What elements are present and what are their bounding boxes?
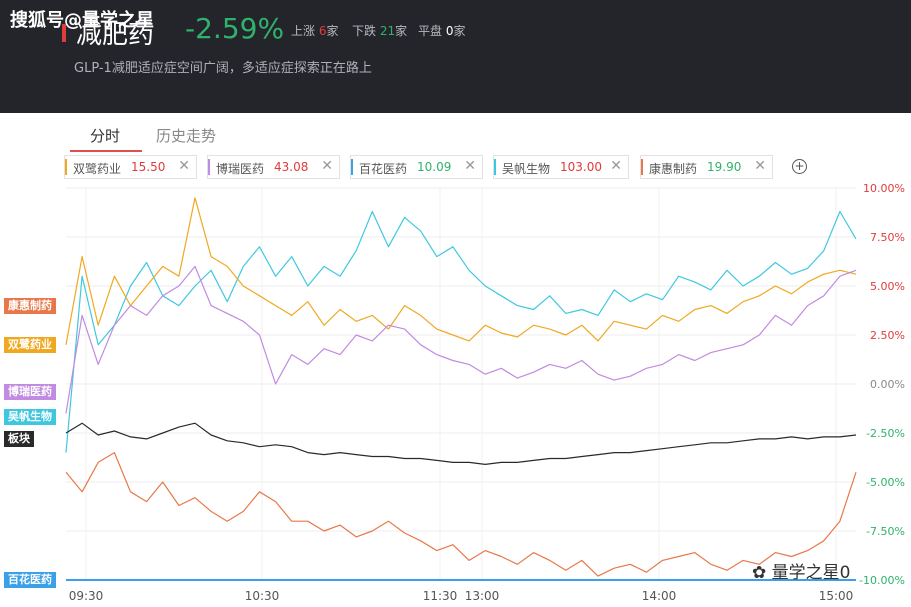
stat-flat: 平盘 0家: [418, 24, 466, 38]
x-tick-label: 15:00: [819, 589, 854, 603]
series-line: [65, 265, 857, 414]
add-stock-button[interactable]: +: [792, 159, 807, 174]
series-side-label: 博瑞医药: [4, 383, 56, 400]
tag-color-marker: [494, 159, 496, 175]
series-line: [65, 197, 857, 345]
y-tick-label: 2.50%: [870, 329, 905, 342]
x-tick-label: 14:00: [642, 589, 677, 603]
stock-tag[interactable]: 双鹭药业 15.50 ✕: [64, 155, 197, 179]
y-tick-label: -10.00%: [859, 574, 905, 587]
series-line: [65, 422, 857, 465]
page-subtitle: GLP-1减肥适应症空间广阔，多适应症探索正在路上: [74, 61, 372, 76]
bottom-watermark: ✿ 量学之星0: [752, 558, 850, 583]
stock-tag[interactable]: 百花医药 10.09 ✕: [350, 155, 483, 179]
y-tick-label: -5.00%: [866, 476, 905, 489]
tag-name: 康惠制药: [649, 162, 698, 176]
stock-tag[interactable]: 康惠制药 19.90 ✕: [640, 155, 773, 179]
close-icon[interactable]: ✕: [754, 158, 766, 174]
tag-price: 15.50: [131, 160, 166, 174]
y-tick-label: 5.00%: [870, 280, 905, 293]
y-tick-label: 7.50%: [870, 231, 905, 244]
tag-color-marker: [208, 159, 210, 175]
tab-intraday[interactable]: 分时: [90, 127, 121, 145]
bottom-watermark-text: 量学之星0: [771, 563, 851, 583]
x-tick-label: 13:00: [465, 589, 500, 603]
chart-grid: [66, 187, 856, 581]
y-tick-label: 0.00%: [870, 378, 905, 391]
tab-history[interactable]: 历史走势: [156, 127, 217, 145]
y-tick-label: 10.00%: [863, 182, 905, 195]
y-tick-label: -2.50%: [866, 427, 905, 440]
page-title: 减肥药: [76, 20, 155, 50]
x-axis-ticks: 09:30 10:30 11:30 13:00 14:00 15:00: [69, 589, 854, 603]
x-tick-label: 11:30: [423, 589, 458, 603]
tag-color-marker: [65, 159, 67, 175]
close-icon[interactable]: ✕: [321, 158, 333, 174]
tag-price: 10.09: [417, 160, 452, 174]
tag-price: 43.08: [274, 160, 309, 174]
series-side-label: 百花医药: [4, 572, 56, 588]
series-line: [65, 452, 857, 577]
tag-name: 博瑞医药: [216, 162, 265, 176]
series-side-label: 康惠制药: [4, 297, 56, 314]
x-tick-label: 10:30: [245, 589, 280, 603]
tag-price: 19.90: [707, 160, 742, 174]
series-side-label: 板块: [4, 430, 34, 447]
wechat-icon: ✿: [752, 563, 767, 583]
stock-tag[interactable]: 博瑞医药 43.08 ✕: [207, 155, 340, 179]
close-icon[interactable]: ✕: [610, 158, 622, 174]
tag-name: 百花医药: [359, 162, 408, 176]
title-accent: [62, 24, 66, 42]
tag-name: 吴帆生物: [502, 162, 551, 176]
stat-up: 上涨 6家: [291, 24, 339, 38]
stat-down: 下跌 21家: [352, 24, 408, 38]
sector-change: -2.59%: [185, 12, 285, 45]
watermark-text: 搜狐号@量学之星: [10, 10, 154, 31]
header-bar: 搜狐号@量学之星 减肥药 -2.59% 上涨 6家 下跌 21家 平盘 0家 G…: [0, 0, 911, 113]
close-icon[interactable]: ✕: [178, 158, 190, 174]
series-side-label: 吴帆生物: [4, 409, 56, 426]
tab-active-indicator: [70, 150, 142, 152]
y-axis-ticks: 10.00% 7.50% 5.00% 2.50% 0.00% -2.50% -5.00% -7…: [859, 182, 905, 587]
chart-series: [65, 197, 857, 581]
tag-price: 103.00: [560, 160, 602, 174]
stock-tag[interactable]: 吴帆生物 103.00 ✕: [493, 155, 629, 179]
x-tick-label: 09:30: [69, 589, 104, 603]
close-icon[interactable]: ✕: [464, 158, 476, 174]
tab-bar: 分时 历史走势: [0, 113, 911, 153]
tag-color-marker: [641, 159, 643, 175]
tag-color-marker: [351, 159, 353, 175]
series-side-label: 双鹭药业: [4, 336, 56, 353]
series-line: [65, 210, 857, 453]
tag-name: 双鹭药业: [73, 162, 122, 176]
y-tick-label: -7.50%: [866, 525, 905, 538]
